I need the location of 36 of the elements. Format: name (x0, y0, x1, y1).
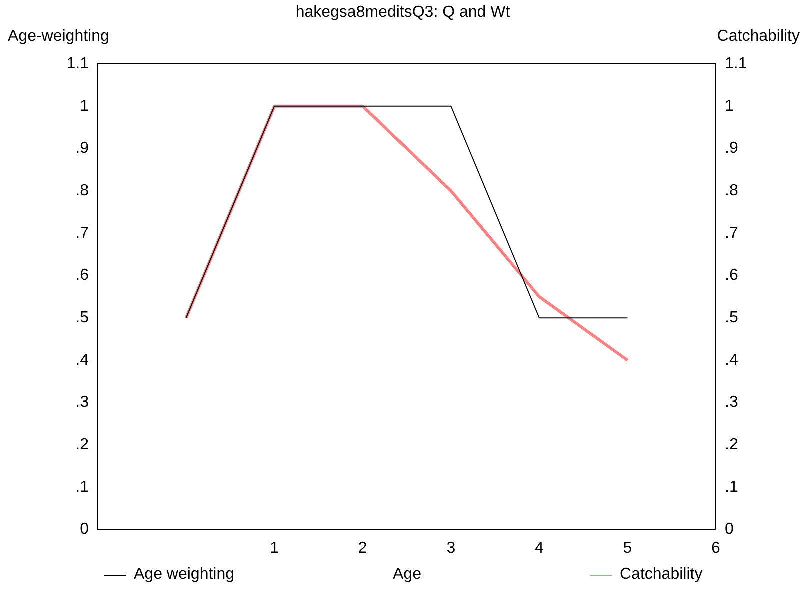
y-tick-label: .8 (76, 182, 90, 200)
y2-tick-label: .4 (725, 352, 738, 369)
y2-tick-label: .7 (725, 224, 738, 242)
x-tick-label: 5 (623, 540, 632, 557)
y-tick-label: .3 (76, 394, 90, 412)
y-tick-label: .1 (76, 478, 90, 496)
x-tick-label: 1 (270, 540, 280, 557)
y-tick-label: .4 (76, 352, 90, 369)
y-tick-label: .5 (76, 309, 90, 326)
x-tick-label: 6 (712, 540, 721, 557)
legend-label: Catchability (620, 566, 703, 584)
y2-axis-title: Catchability (717, 28, 800, 46)
x-tick-label: 2 (358, 540, 368, 557)
y-tick-label: 1.1 (66, 55, 90, 72)
x-tick-label: 3 (446, 540, 456, 557)
legend-label: Age weighting (134, 566, 235, 584)
x-axis-title: Age (393, 566, 422, 584)
y-tick-label: .6 (76, 267, 90, 284)
y2-tick-label: 0 (725, 521, 734, 538)
y2-tick-label: .8 (725, 182, 738, 200)
y-tick-label: 1 (80, 98, 90, 115)
y2-tick-label: .5 (725, 309, 738, 326)
y-tick-label: .9 (76, 140, 90, 158)
y2-tick-label: 1.1 (725, 55, 748, 72)
y-axis-title: Age-weighting (8, 28, 110, 46)
x-tick-label: 4 (534, 540, 544, 557)
chart-title: hakegsa8meditsQ3: Q and Wt (294, 4, 512, 22)
y2-tick-label: 1 (725, 98, 734, 115)
y-tick-label: .7 (76, 224, 90, 242)
y2-tick-label: .2 (725, 436, 738, 454)
y2-tick-label: .1 (725, 478, 738, 496)
y-tick-label: .2 (76, 436, 90, 454)
y2-tick-label: .9 (725, 140, 738, 158)
y-tick-label: 0 (80, 521, 90, 538)
y2-tick-label: .3 (725, 394, 738, 412)
y2-tick-label: .6 (725, 267, 738, 284)
